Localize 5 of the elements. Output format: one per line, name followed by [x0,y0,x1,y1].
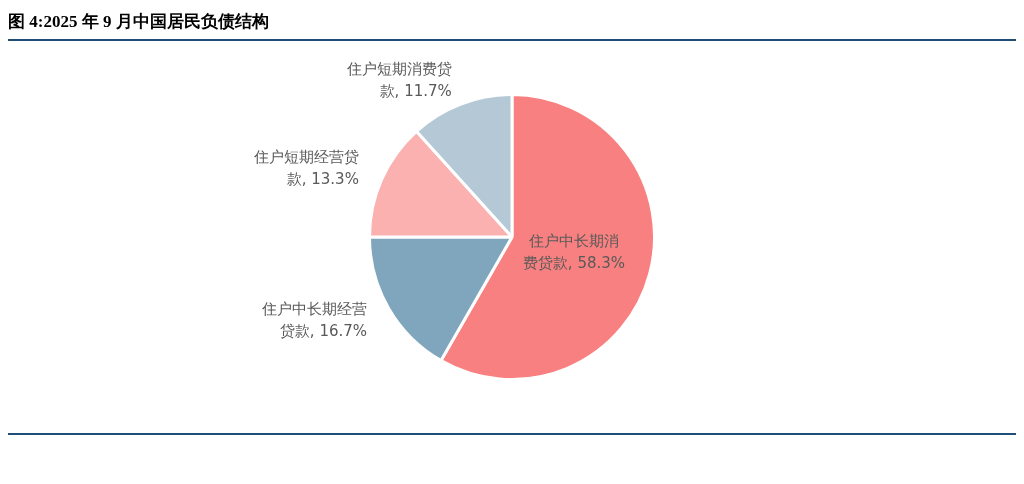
slice-label: 住户中长期消费贷款, 58.3% [522,232,626,273]
slice-label: 住户中长期经营贷款, 16.7% [261,299,368,340]
chart-title: 图 4:2025 年 9 月中国居民负债结构 [8,8,1016,41]
slice-label: 住户短期经营贷款, 13.3% [252,147,359,188]
slice-label: 住户短期消费贷款, 11.7% [345,59,452,100]
